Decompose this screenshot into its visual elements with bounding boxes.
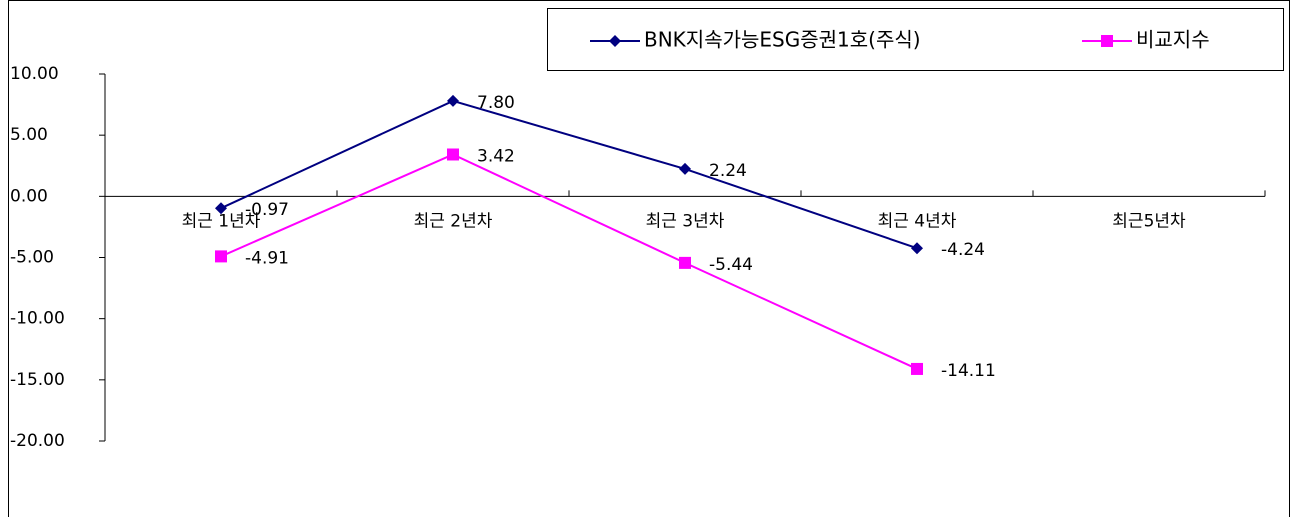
data-point	[447, 148, 459, 161]
y-tick-label: -20.00	[10, 431, 65, 451]
value-label: 3.42	[477, 146, 515, 166]
y-tick-label: 0.00	[10, 186, 48, 206]
x-tick-label: 최근 4년차	[878, 211, 957, 231]
legend-marker	[1101, 35, 1113, 47]
series-line	[220, 153, 918, 370]
series-line	[220, 99, 918, 250]
data-point	[911, 362, 923, 375]
y-tick-label: 10.00	[10, 64, 59, 84]
chart-border	[8, 0, 1290, 517]
y-tick-label: -10.00	[10, 309, 65, 329]
x-tick-label: 최근 1년차	[182, 211, 261, 231]
data-point	[447, 94, 459, 107]
data-point	[679, 162, 691, 175]
legend-label: BNK지속가능ESG증권1호(주식)	[644, 28, 921, 52]
data-point	[215, 202, 227, 215]
x-tick-label: 최근 3년차	[646, 211, 725, 231]
x-tick-label: 최근5년차	[1112, 211, 1186, 231]
value-label: 2.24	[709, 161, 747, 181]
data-point	[911, 242, 923, 255]
legend-label: 비교지수	[1136, 28, 1210, 52]
value-label: 7.80	[477, 93, 515, 113]
legend-marker	[609, 35, 621, 47]
y-tick-label: -15.00	[10, 370, 65, 390]
value-label: -14.11	[941, 361, 996, 381]
x-tick-label: 최근 2년차	[414, 211, 493, 231]
value-label: -0.97	[245, 200, 289, 220]
y-tick-label: -5.00	[10, 248, 54, 268]
data-point	[679, 256, 691, 269]
legend-box	[547, 8, 1284, 71]
data-point	[215, 250, 227, 263]
value-label: -4.24	[941, 240, 985, 260]
value-label: -5.44	[709, 255, 753, 275]
y-tick-label: 5.00	[10, 125, 48, 145]
value-label: -4.91	[245, 248, 289, 268]
